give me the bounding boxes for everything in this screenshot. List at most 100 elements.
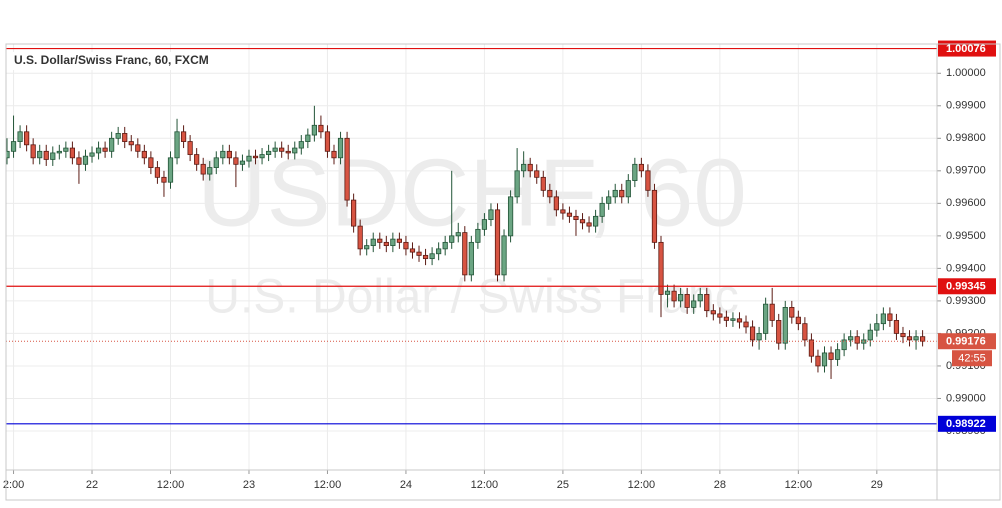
level-label-box	[938, 415, 996, 432]
candle-body	[213, 157, 219, 168]
candle-body	[357, 225, 363, 250]
countdown: 42:55	[958, 353, 986, 365]
candle-body	[279, 147, 285, 152]
candle-body	[867, 329, 873, 341]
level-label: 1.00076	[946, 43, 986, 55]
watermark-description: U.S. Dollar / Swiss Franc	[205, 271, 738, 324]
chart-title: U.S. Dollar/Swiss Franc, 60, FXCM	[14, 53, 209, 67]
candle-body	[763, 303, 769, 334]
candle-body	[828, 352, 834, 360]
y-tick-label: 0.99600	[946, 197, 986, 209]
candle-body	[821, 352, 828, 367]
plot-area	[6, 47, 937, 425]
candle-body	[658, 241, 664, 295]
candle-body	[63, 147, 69, 152]
candle-body	[233, 157, 239, 165]
candle-body	[521, 163, 527, 172]
candle-body	[69, 147, 75, 159]
candle-body	[900, 333, 906, 338]
candle-body	[507, 196, 514, 237]
candle-body	[730, 318, 736, 321]
candle-body	[494, 209, 501, 276]
x-tick-label: 28	[714, 479, 726, 491]
candle-body	[488, 209, 494, 221]
candle-body	[906, 336, 913, 341]
candle-body	[671, 290, 677, 302]
candle-body	[311, 124, 317, 136]
candle-body	[710, 310, 716, 315]
level-label-box	[938, 40, 996, 57]
candle-body	[416, 251, 422, 256]
candle-body	[76, 157, 82, 165]
axes: 1.00000 0.99900 0.99800 0.99700 0.99600 0.995…	[3, 40, 996, 491]
x-tick-label: 29	[871, 479, 883, 491]
candle-body	[344, 137, 350, 201]
candle-body	[436, 248, 442, 255]
candle-body	[462, 232, 468, 276]
x-tick-label: 12:00	[471, 479, 499, 491]
candle-body	[239, 160, 246, 165]
candle-body	[383, 241, 389, 247]
candle-body	[606, 196, 612, 204]
candle-body	[305, 134, 311, 142]
candle-body	[834, 349, 841, 360]
candle-body	[43, 150, 49, 160]
y-tick-label: 0.99800	[946, 132, 986, 144]
x-tick-label: 25	[557, 479, 569, 491]
candle-body	[167, 157, 174, 183]
y-tick-label: 1.00000	[946, 67, 986, 79]
candle-body	[678, 293, 684, 302]
candle-body	[285, 150, 291, 154]
x-tick-label: 12:00	[314, 479, 342, 491]
candle-body	[187, 141, 193, 155]
candle-body	[887, 313, 893, 321]
candle-body	[527, 163, 533, 172]
candle-body	[207, 167, 213, 175]
last-price-label: 0.99176	[946, 336, 986, 348]
candle-body	[619, 189, 625, 198]
candle-body	[736, 318, 743, 323]
candle-body	[102, 147, 108, 152]
x-tick-label: 22	[86, 479, 98, 491]
candle-body	[756, 333, 762, 341]
candle-body	[364, 245, 370, 250]
candle-body	[684, 293, 690, 308]
candle-body	[390, 238, 396, 247]
y-tick-label: 0.99900	[946, 100, 986, 112]
candle-body	[122, 133, 128, 142]
candle-body	[566, 212, 573, 217]
candle-body	[632, 163, 638, 181]
level-label: 0.98922	[946, 418, 986, 430]
candle-body	[782, 307, 788, 344]
candle-body	[893, 320, 900, 334]
candle-body	[468, 241, 474, 276]
candle-body	[475, 228, 481, 243]
candle-body	[50, 152, 56, 160]
candle-body	[749, 326, 756, 341]
candle-body	[776, 320, 782, 344]
candle-body	[331, 150, 337, 159]
candle-body	[89, 152, 95, 157]
x-tick-label: 12:00	[157, 479, 185, 491]
candle-body	[743, 321, 749, 328]
candle-body	[10, 141, 17, 152]
candle-body	[651, 189, 658, 243]
candle-body	[148, 157, 154, 168]
candle-body	[769, 303, 775, 321]
candle-body	[226, 150, 232, 159]
candle-body	[17, 131, 23, 142]
candle-body	[534, 170, 540, 178]
y-tick-label: 0.99000	[946, 392, 986, 404]
candle-body	[292, 147, 298, 154]
candle-body	[540, 176, 546, 191]
candle-body	[265, 150, 272, 155]
candle-body	[24, 131, 30, 146]
candle-body	[514, 170, 520, 198]
candle-body	[370, 238, 376, 247]
candle-body	[324, 131, 331, 152]
candle-body	[638, 163, 644, 172]
candle-body	[795, 316, 801, 325]
x-tick-label: 12:00	[628, 479, 656, 491]
